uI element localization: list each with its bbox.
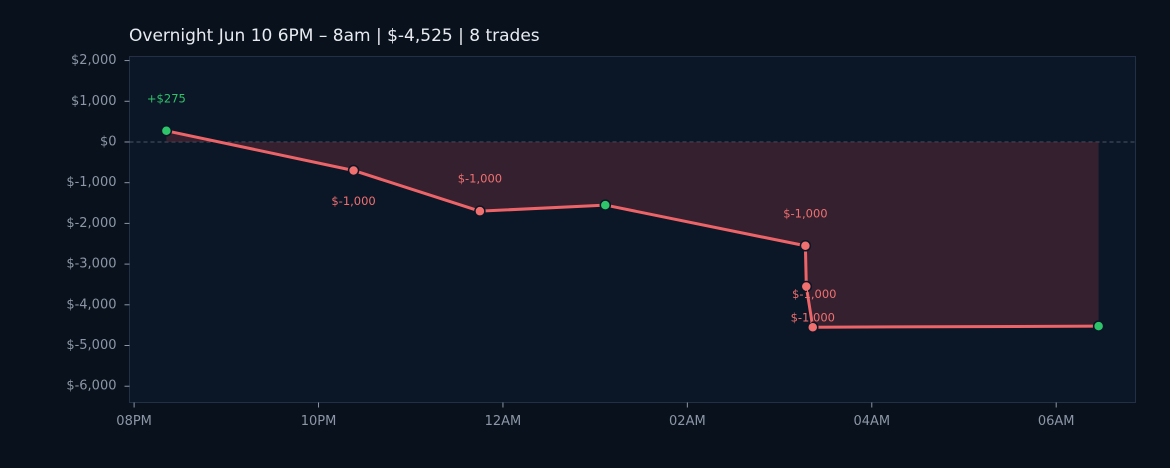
point — [799, 240, 812, 252]
y-tick-label: $-4,000 — [66, 297, 116, 312]
x-tick-label: 12AM — [485, 414, 522, 429]
point — [800, 280, 813, 293]
y-tick-label: $1,000 — [71, 94, 117, 109]
x-tick-label: 04AM — [853, 414, 890, 429]
point-label: $-1,000 — [783, 206, 827, 220]
area — [166, 130, 1099, 328]
point-label: $-1,000 — [792, 287, 836, 301]
line — [166, 129, 1099, 329]
point-label: $-1,000 — [458, 172, 502, 186]
point — [160, 125, 173, 137]
y-tick-label: $-2,000 — [66, 216, 116, 231]
point-label: $-1,000 — [791, 311, 835, 325]
x-tick-label: 08PM — [116, 414, 152, 429]
y-tick-label: $-6,000 — [66, 379, 116, 394]
point — [599, 199, 612, 211]
point — [474, 205, 486, 217]
x-tick-label: 06AM — [1038, 414, 1075, 429]
y-tick-label: $0 — [100, 134, 117, 149]
x-tick-label: 02AM — [669, 414, 706, 429]
y-tick-label: $-5,000 — [66, 338, 116, 353]
point-label: +$275 — [147, 91, 186, 105]
y-tick-label: $2,000 — [71, 53, 117, 68]
point-label: $-1,000 — [331, 194, 375, 208]
point — [1092, 320, 1105, 332]
y-tick-label: $-1,000 — [66, 175, 116, 190]
chart-title: Overnight Jun 10 6PM – 8am | $-4,525 | 8… — [129, 26, 540, 46]
y-tick-label: $-3,000 — [66, 257, 116, 272]
x-tick-label: 10PM — [301, 414, 337, 429]
point — [347, 164, 360, 177]
point — [807, 321, 819, 333]
